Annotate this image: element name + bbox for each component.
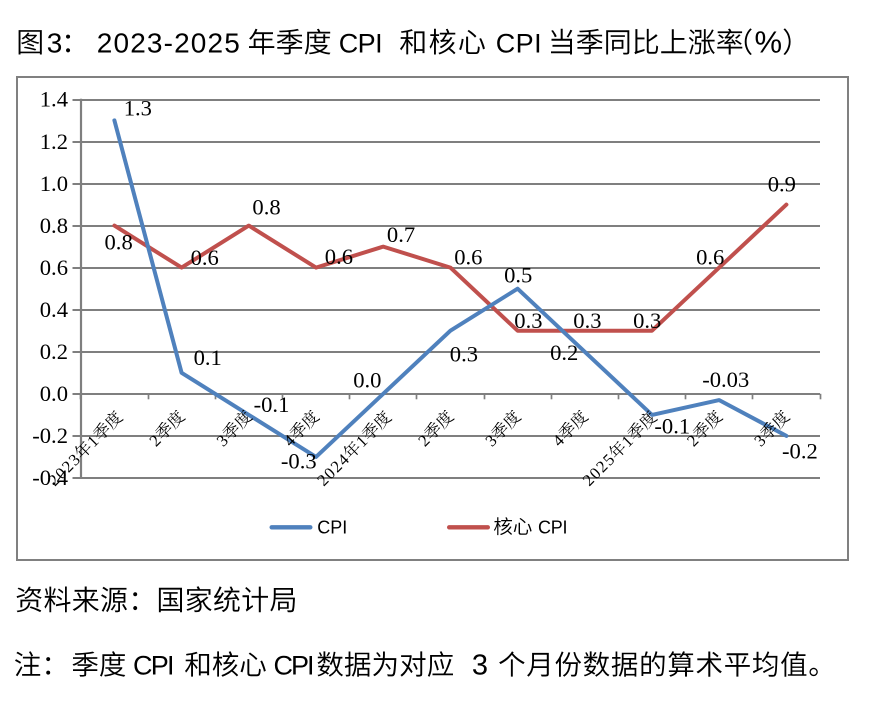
svg-text:0.3: 0.3: [514, 308, 542, 333]
svg-text:0.6: 0.6: [696, 245, 724, 270]
svg-text:-0.1: -0.1: [654, 414, 690, 439]
svg-text:0.2: 0.2: [40, 339, 68, 364]
svg-text:0.9: 0.9: [768, 172, 796, 197]
svg-text:0.7: 0.7: [387, 222, 415, 247]
svg-text:-0.03: -0.03: [702, 367, 749, 392]
svg-text:0.4: 0.4: [40, 297, 68, 322]
svg-text:1.3: 1.3: [124, 96, 152, 121]
svg-text:CPI: CPI: [133, 651, 175, 681]
svg-text:-0.2: -0.2: [782, 439, 818, 464]
svg-text:0.3: 0.3: [633, 308, 661, 333]
svg-text:2023-2025: 2023-2025: [97, 27, 240, 58]
svg-text:-0.4: -0.4: [32, 465, 68, 490]
svg-text:-0.1: -0.1: [254, 392, 290, 417]
svg-text:0.6: 0.6: [454, 245, 482, 270]
svg-text:0.8: 0.8: [40, 213, 68, 238]
svg-text:3: 3: [472, 650, 488, 682]
svg-text:0.0: 0.0: [40, 381, 68, 406]
svg-text:-0.3: -0.3: [281, 449, 317, 474]
svg-text:1.2: 1.2: [40, 129, 68, 154]
svg-text:CPI: CPI: [339, 28, 383, 58]
svg-text:0.6: 0.6: [325, 244, 353, 269]
svg-text:-0.2: -0.2: [32, 423, 68, 448]
svg-text:0.0: 0.0: [353, 368, 381, 393]
svg-text:1.4: 1.4: [40, 87, 68, 112]
svg-text:0.3: 0.3: [573, 308, 601, 333]
svg-text:CPI: CPI: [317, 518, 347, 538]
svg-text:CPI: CPI: [496, 28, 542, 58]
svg-text:1.0: 1.0: [40, 171, 68, 196]
svg-text:CPI: CPI: [538, 518, 568, 538]
svg-text:0.1: 0.1: [194, 345, 222, 370]
svg-text:CPI: CPI: [274, 651, 315, 681]
svg-text:%: %: [755, 24, 783, 59]
svg-text:0.5: 0.5: [504, 263, 532, 288]
svg-text:0.3: 0.3: [450, 342, 478, 367]
svg-text:0.8: 0.8: [105, 230, 133, 255]
svg-text:0.6: 0.6: [40, 255, 68, 280]
svg-text:0.8: 0.8: [252, 195, 280, 220]
svg-text:0.6: 0.6: [191, 245, 219, 270]
svg-text:0.2: 0.2: [550, 340, 578, 365]
svg-text:3: 3: [47, 27, 63, 58]
